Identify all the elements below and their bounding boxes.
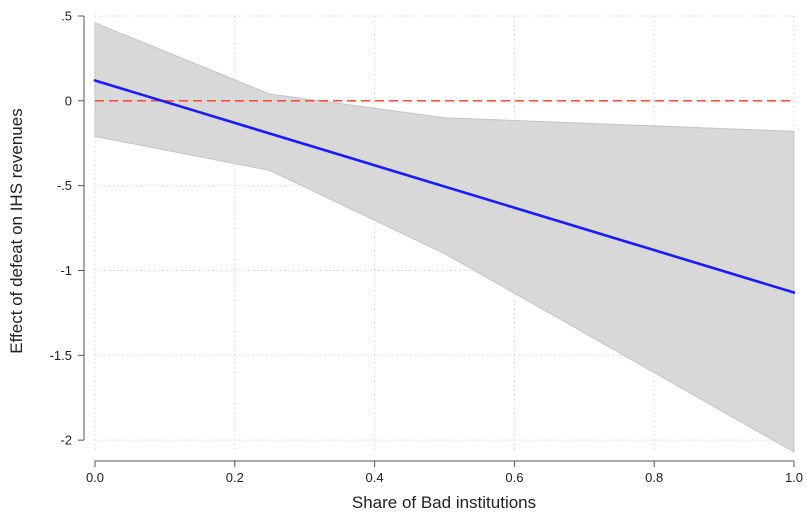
y-tick-label: .5 [61,9,72,24]
x-axis-title: Share of Bad institutions [352,493,536,512]
x-tick-label: 0.2 [226,470,244,485]
series-layer [93,79,796,294]
y-axis-title: Effect of defeat on IHS revenues [7,108,26,353]
y-tick-label: -2 [60,433,72,448]
x-tick-label: 0.6 [505,470,523,485]
x-tick-label: 0.0 [86,470,104,485]
y-tick-label: -1.5 [50,348,72,363]
y-tick-label: 0 [65,93,72,108]
x-tick-label: 0.4 [366,470,384,485]
estimate-line [93,79,796,294]
axes: .5 0 -.5 -1 -1.5 -2 0.0 0.2 0.4 0.6 0.8 1.0 [50,9,803,486]
x-tick-label: 1.0 [785,470,803,485]
confidence-band-layer [94,22,795,453]
confidence-band [94,22,795,453]
y-tick-label: -.5 [57,178,72,193]
x-tick-label: 0.8 [645,470,663,485]
y-tick-label: -1 [60,263,72,278]
